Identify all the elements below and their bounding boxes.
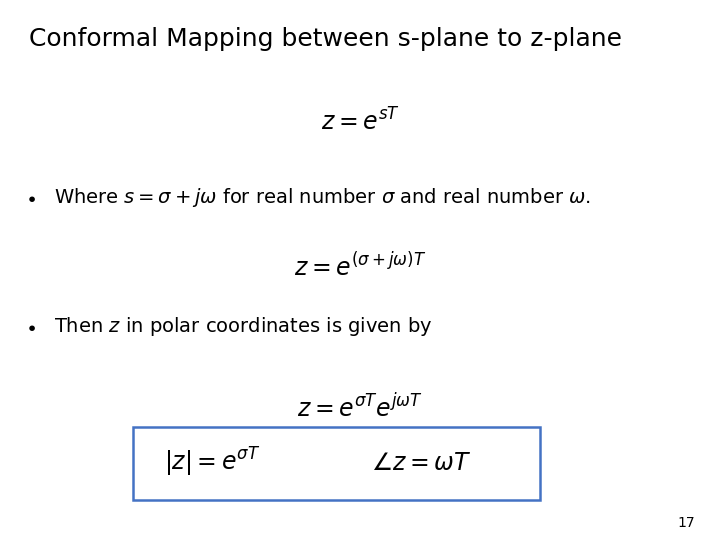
Text: Where $s = \sigma + j\omega$ for real number $\sigma$ and real number $\omega$.: Where $s = \sigma + j\omega$ for real nu… bbox=[54, 186, 591, 208]
Text: $\bullet$: $\bullet$ bbox=[25, 317, 36, 336]
Text: $z = e^{(\sigma+j\omega)T}$: $z = e^{(\sigma+j\omega)T}$ bbox=[294, 253, 426, 281]
Text: $z = e^{\sigma T}e^{j\omega T}$: $z = e^{\sigma T}e^{j\omega T}$ bbox=[297, 394, 423, 422]
Text: 17: 17 bbox=[678, 516, 695, 530]
Text: $\bullet$: $\bullet$ bbox=[25, 187, 36, 207]
Text: $z = e^{sT}$: $z = e^{sT}$ bbox=[320, 108, 400, 135]
Text: $|z| = e^{\sigma T}$: $|z| = e^{\sigma T}$ bbox=[164, 446, 261, 480]
Text: $\angle z = \omega T$: $\angle z = \omega T$ bbox=[371, 451, 472, 475]
Text: Then $z$ in polar coordinates is given by: Then $z$ in polar coordinates is given b… bbox=[54, 315, 433, 338]
FancyBboxPatch shape bbox=[133, 427, 540, 500]
Text: Conformal Mapping between s-plane to z-plane: Conformal Mapping between s-plane to z-p… bbox=[29, 27, 622, 51]
